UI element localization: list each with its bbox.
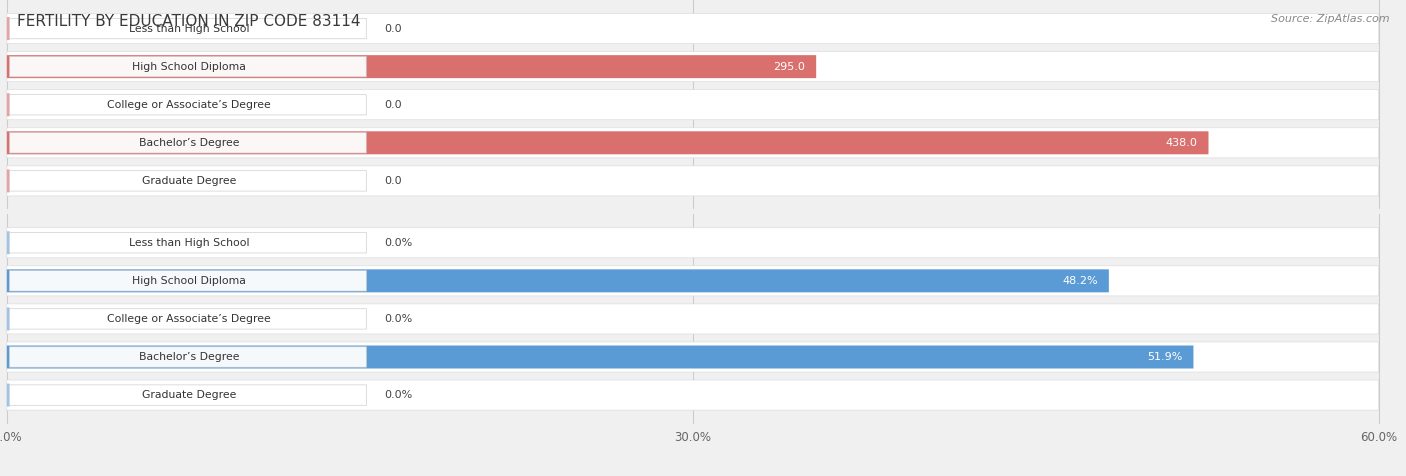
Text: College or Associate’s Degree: College or Associate’s Degree bbox=[107, 99, 271, 110]
Text: College or Associate’s Degree: College or Associate’s Degree bbox=[107, 314, 271, 324]
FancyBboxPatch shape bbox=[7, 228, 1379, 258]
FancyBboxPatch shape bbox=[7, 166, 1378, 196]
Text: Graduate Degree: Graduate Degree bbox=[142, 176, 236, 186]
Text: Less than High School: Less than High School bbox=[129, 238, 249, 248]
FancyBboxPatch shape bbox=[7, 131, 1209, 154]
FancyBboxPatch shape bbox=[7, 128, 1378, 158]
Text: 48.2%: 48.2% bbox=[1062, 276, 1098, 286]
Text: Less than High School: Less than High School bbox=[129, 23, 249, 34]
Text: 0.0: 0.0 bbox=[384, 23, 402, 34]
Text: High School Diploma: High School Diploma bbox=[132, 276, 246, 286]
Text: Source: ZipAtlas.com: Source: ZipAtlas.com bbox=[1271, 14, 1389, 24]
FancyBboxPatch shape bbox=[7, 342, 1379, 372]
Text: FERTILITY BY EDUCATION IN ZIP CODE 83114: FERTILITY BY EDUCATION IN ZIP CODE 83114 bbox=[17, 14, 360, 30]
FancyBboxPatch shape bbox=[10, 19, 367, 39]
FancyBboxPatch shape bbox=[10, 57, 367, 77]
FancyBboxPatch shape bbox=[10, 385, 367, 405]
FancyBboxPatch shape bbox=[7, 169, 10, 192]
FancyBboxPatch shape bbox=[7, 266, 1379, 296]
FancyBboxPatch shape bbox=[7, 17, 10, 40]
FancyBboxPatch shape bbox=[10, 309, 367, 329]
FancyBboxPatch shape bbox=[10, 271, 367, 291]
FancyBboxPatch shape bbox=[7, 231, 10, 254]
FancyBboxPatch shape bbox=[10, 347, 367, 367]
Text: 0.0%: 0.0% bbox=[384, 238, 412, 248]
FancyBboxPatch shape bbox=[7, 55, 815, 78]
FancyBboxPatch shape bbox=[7, 304, 1379, 334]
Text: Bachelor’s Degree: Bachelor’s Degree bbox=[139, 138, 239, 148]
FancyBboxPatch shape bbox=[7, 89, 1378, 120]
FancyBboxPatch shape bbox=[10, 171, 367, 191]
Text: 438.0: 438.0 bbox=[1166, 138, 1198, 148]
FancyBboxPatch shape bbox=[7, 384, 10, 407]
Text: 0.0: 0.0 bbox=[384, 176, 402, 186]
FancyBboxPatch shape bbox=[7, 307, 10, 330]
Text: Bachelor’s Degree: Bachelor’s Degree bbox=[139, 352, 239, 362]
FancyBboxPatch shape bbox=[10, 233, 367, 253]
FancyBboxPatch shape bbox=[10, 95, 367, 115]
Text: 0.0%: 0.0% bbox=[384, 390, 412, 400]
Text: 0.0%: 0.0% bbox=[384, 314, 412, 324]
Text: 295.0: 295.0 bbox=[773, 61, 806, 72]
FancyBboxPatch shape bbox=[10, 133, 367, 153]
Text: 0.0: 0.0 bbox=[384, 99, 402, 110]
FancyBboxPatch shape bbox=[7, 380, 1379, 410]
Text: High School Diploma: High School Diploma bbox=[132, 61, 246, 72]
Text: 51.9%: 51.9% bbox=[1147, 352, 1182, 362]
FancyBboxPatch shape bbox=[7, 346, 1194, 368]
FancyBboxPatch shape bbox=[7, 269, 1109, 292]
Text: Graduate Degree: Graduate Degree bbox=[142, 390, 236, 400]
FancyBboxPatch shape bbox=[7, 51, 1378, 82]
FancyBboxPatch shape bbox=[7, 13, 1378, 44]
FancyBboxPatch shape bbox=[7, 93, 10, 116]
